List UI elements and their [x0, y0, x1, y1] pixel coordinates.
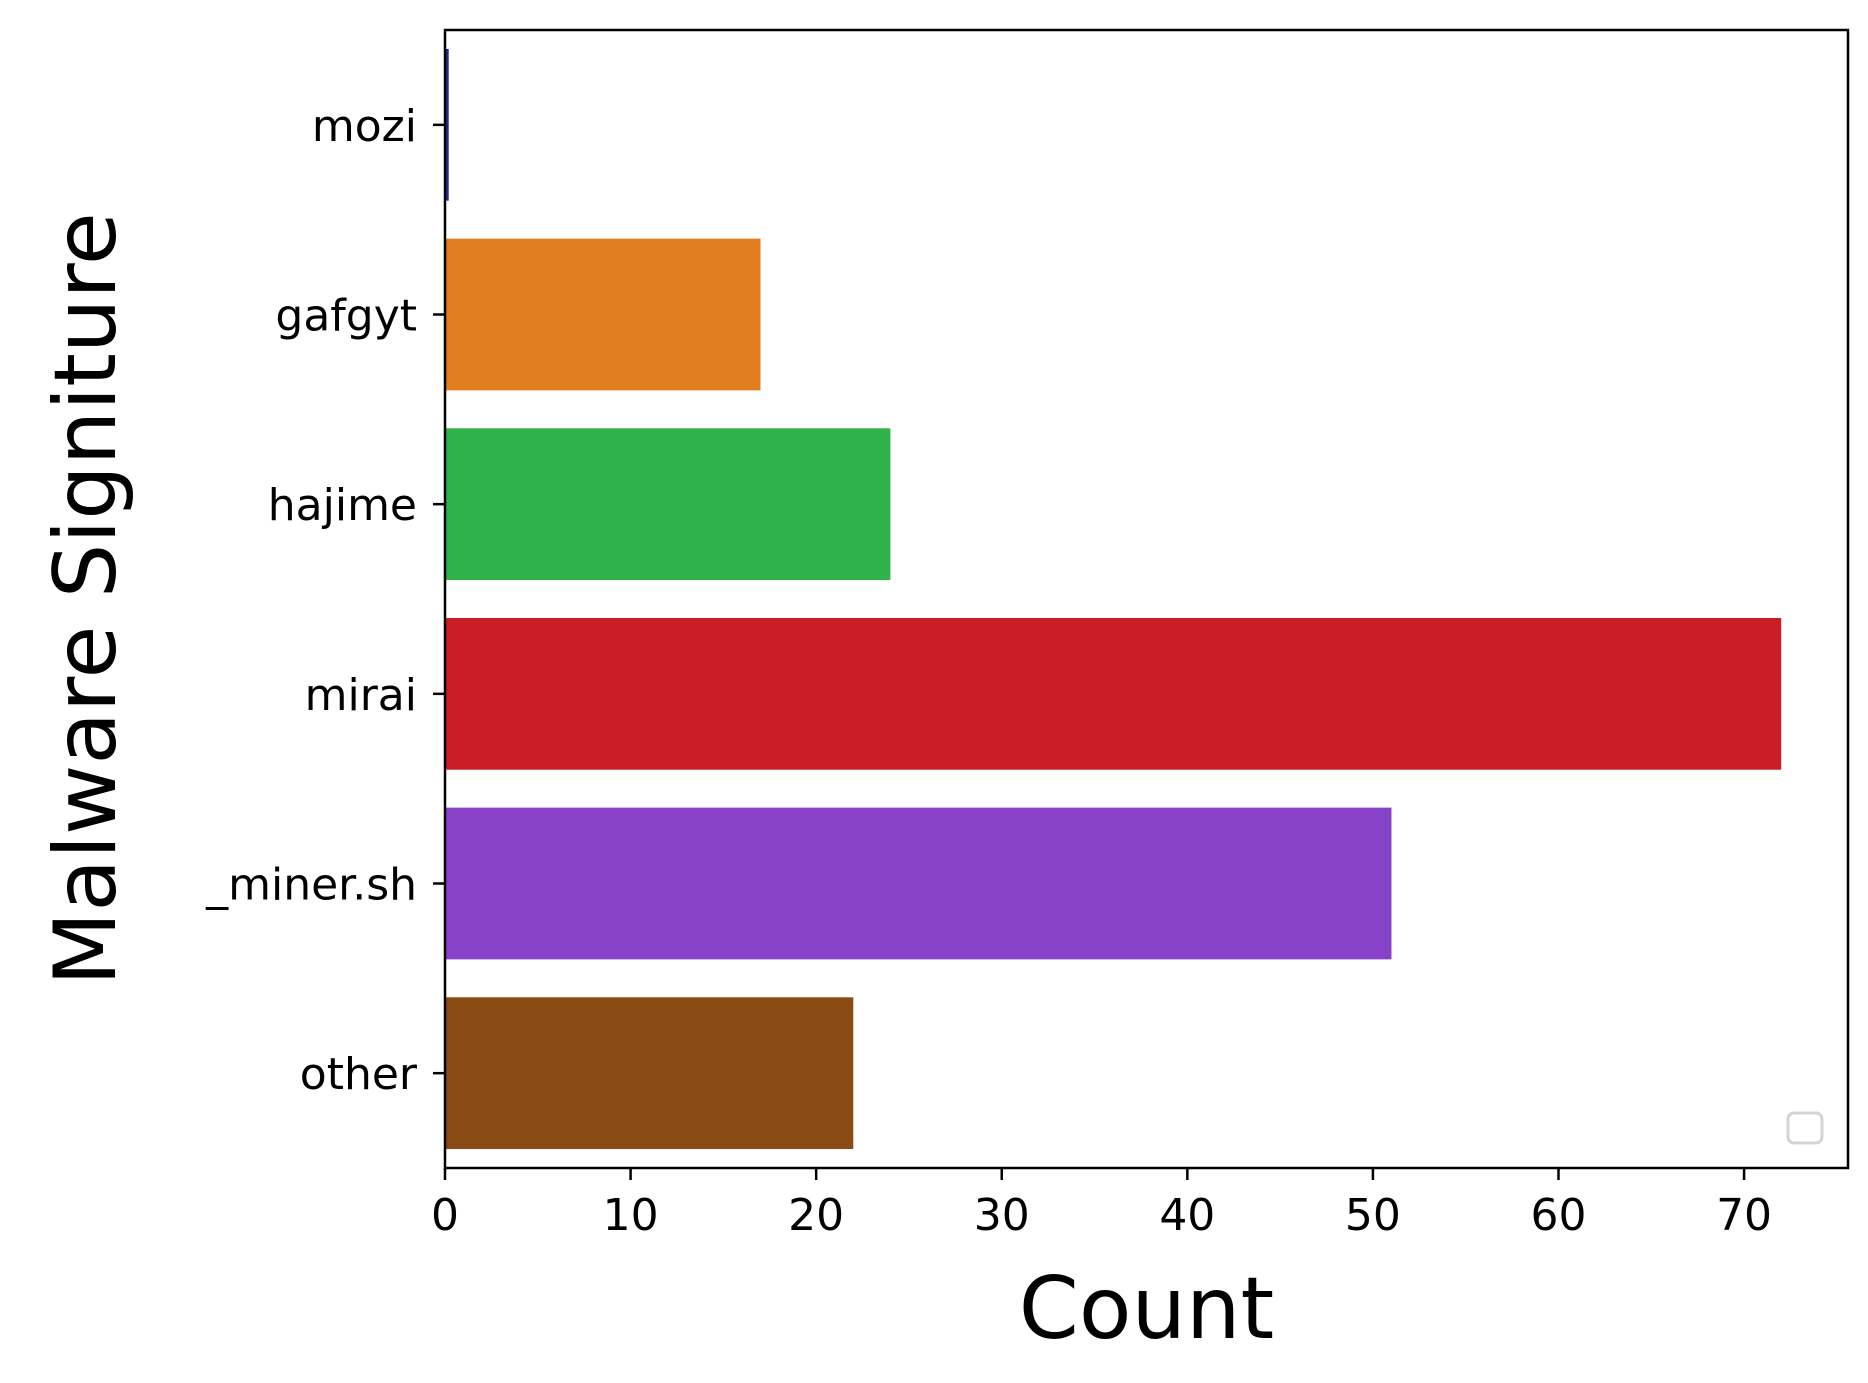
x-tick-label: 20 [788, 1190, 844, 1241]
y-tick-label: gafgyt [275, 291, 417, 342]
x-tick-label: 0 [431, 1190, 459, 1241]
x-tick-label: 40 [1159, 1190, 1215, 1241]
legend-box [1786, 1111, 1824, 1145]
x-tick-label: 10 [603, 1190, 659, 1241]
bar-mirai [445, 617, 1782, 770]
bar-mozi [445, 48, 449, 201]
y-axis-label: Malware Signiture [36, 212, 136, 986]
y-tick-label: hajime [268, 480, 417, 531]
y-tick-label: _miner.sh [205, 860, 417, 911]
bar-gafgyt [445, 238, 761, 391]
plot-frame [443, 28, 1850, 1170]
bar-miner-sh [445, 807, 1392, 960]
bar-other [445, 997, 854, 1150]
x-tick-label: 30 [974, 1190, 1030, 1241]
bar-hajime [445, 428, 891, 581]
x-tick-label: 50 [1345, 1190, 1401, 1241]
x-ticks-group: 0 10 20 30 40 50 60 70 [431, 1168, 1772, 1241]
y-tick-label: mirai [305, 670, 417, 721]
y-tick-label: other [300, 1049, 418, 1100]
y-tick-label: mozi [312, 101, 417, 152]
x-axis-label: Count [1019, 1259, 1274, 1359]
x-tick-label: 60 [1530, 1190, 1586, 1241]
x-tick-label: 70 [1716, 1190, 1772, 1241]
bars-group [445, 48, 1782, 1150]
